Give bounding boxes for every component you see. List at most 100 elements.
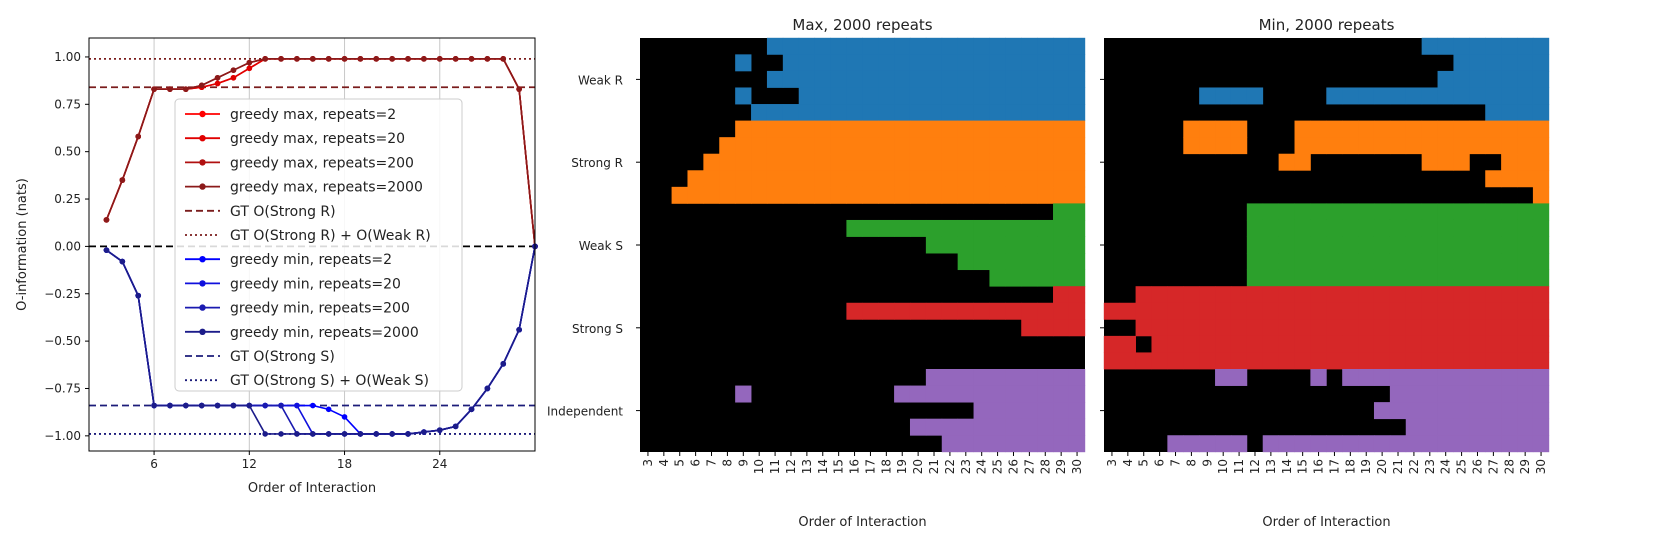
data-point — [214, 402, 221, 409]
heatmap-cell — [1358, 120, 1375, 138]
heatmap-cell — [751, 137, 768, 155]
x-tick-label: 8 — [720, 459, 734, 467]
heatmap-max-title: Max, 2000 repeats — [792, 16, 932, 34]
data-point — [119, 177, 126, 183]
heatmap-cell — [1167, 435, 1184, 453]
heatmap-cell — [1485, 319, 1502, 337]
heatmap-max-cells — [640, 37, 1086, 453]
heatmap-cell — [973, 219, 990, 237]
heatmap-cell — [798, 54, 816, 72]
heatmap-cell — [1389, 385, 1407, 403]
heatmap-cell — [1021, 385, 1038, 403]
heatmap-cell — [1501, 104, 1518, 121]
heatmap-cell — [1485, 236, 1502, 254]
heatmap-cell — [862, 120, 879, 138]
data-point — [230, 402, 237, 409]
heatmap-cell — [1053, 286, 1070, 304]
heatmap-cell — [1373, 87, 1391, 105]
heatmap-cell — [719, 153, 736, 171]
heatmap-cell — [1437, 87, 1454, 105]
heatmap-cell — [941, 104, 959, 121]
heatmap-cell — [894, 104, 911, 121]
series-line — [105, 246, 536, 435]
heatmap-cell — [1183, 137, 1200, 155]
heatmap-cell — [1532, 302, 1550, 320]
data-point — [230, 67, 237, 74]
heatmap-cell — [1421, 253, 1438, 271]
heatmap-cell — [941, 418, 959, 436]
heatmap-cell — [1199, 137, 1216, 155]
heatmap-cell — [1421, 120, 1438, 138]
heatmap-cell — [1005, 54, 1022, 72]
heatmap-cell — [1068, 236, 1086, 254]
x-tick-label: 12 — [784, 459, 798, 474]
heatmap-cell — [1005, 186, 1022, 204]
heatmap-cell — [1021, 186, 1038, 204]
heatmap-cell — [1151, 319, 1168, 337]
heatmap-cell — [1469, 286, 1486, 304]
heatmap-cell — [782, 186, 800, 204]
heatmap-cell — [1342, 269, 1359, 287]
heatmap-cell — [1517, 435, 1534, 453]
heatmap-cell — [1501, 352, 1518, 370]
heatmap-cell — [1405, 269, 1423, 287]
heatmap-cell — [1326, 120, 1343, 138]
heatmap-cell — [830, 170, 847, 188]
heatmap-cell — [1167, 319, 1184, 337]
heatmap-cell — [1053, 153, 1070, 171]
heatmap-cell — [1485, 286, 1502, 304]
y-tick-label: 1.00 — [54, 50, 81, 64]
x-tick-label: 4 — [657, 459, 671, 467]
heatmap-cell — [1437, 319, 1454, 337]
x-tick-label: 25 — [1455, 459, 1469, 474]
heatmap-cell — [894, 120, 911, 138]
heatmap-cell — [1342, 203, 1359, 221]
data-point — [373, 56, 380, 62]
heatmap-cell — [1405, 253, 1423, 271]
heatmap-cell — [1485, 54, 1502, 72]
heatmap-cell — [957, 137, 974, 155]
heatmap-cell — [1532, 37, 1550, 55]
heatmap-cell — [1453, 120, 1470, 138]
heatmap-cell — [1517, 352, 1534, 370]
heatmap-cell — [1230, 319, 1248, 337]
heatmap-cell — [1501, 137, 1518, 155]
heatmap-cell — [830, 37, 847, 55]
heatmap-cell — [1421, 385, 1438, 403]
heatmap-cell — [1005, 104, 1022, 121]
heatmap-cell — [1358, 219, 1375, 237]
heatmap-cell — [925, 87, 943, 105]
heatmap-cell — [703, 186, 720, 204]
heatmap-cell — [1310, 319, 1327, 337]
heatmap-cell — [1326, 253, 1343, 271]
heatmap-cell — [1294, 335, 1311, 353]
heatmap-cell — [1021, 236, 1038, 254]
heatmap-group-labels: Weak R Strong R Weak S Strong S Independent — [547, 73, 640, 419]
data-point — [214, 74, 221, 81]
heatmap-cell — [1469, 54, 1486, 72]
heatmap-cell — [878, 104, 895, 121]
heatmap-cell — [909, 153, 927, 171]
heatmap-cell — [1373, 236, 1391, 254]
heatmap-cell — [782, 153, 800, 171]
x-tick-label: 24 — [975, 459, 989, 474]
heatmap-cell — [1037, 319, 1054, 337]
heatmap-cell — [1373, 335, 1391, 353]
heatmap-cell — [687, 186, 704, 204]
heatmap-cell — [1517, 418, 1534, 436]
heatmap-cell — [1037, 170, 1054, 188]
heatmap-cell — [973, 153, 990, 171]
heatmap-cell — [1037, 153, 1054, 171]
legend-label: GT O(Strong R) — [230, 204, 336, 220]
heatmap-cell — [1037, 70, 1054, 88]
heatmap-cell — [1532, 203, 1550, 221]
heatmap-cell — [1532, 286, 1550, 304]
heatmap-cell — [1068, 137, 1086, 155]
heatmap-cell — [1278, 236, 1295, 254]
heatmap-cell — [1342, 286, 1359, 304]
heatmap-cell — [1532, 87, 1550, 105]
heatmap-cell — [1310, 203, 1327, 221]
heatmap-cell — [798, 37, 816, 55]
heatmap-cell — [846, 137, 863, 155]
line-chart-xlabel: Order of Interaction — [248, 481, 376, 496]
